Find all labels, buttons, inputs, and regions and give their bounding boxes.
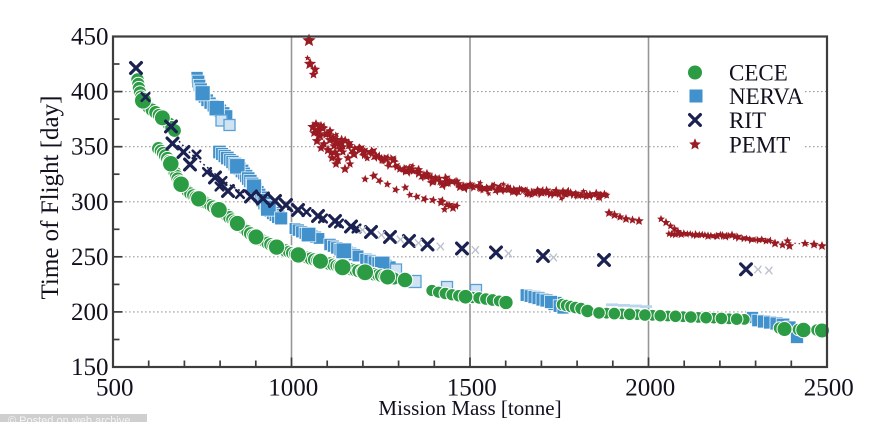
svg-text:RIT: RIT <box>729 108 766 133</box>
svg-text:CECE: CECE <box>729 61 788 86</box>
svg-text:450: 450 <box>71 24 109 51</box>
svg-text:250: 250 <box>71 244 109 271</box>
svg-text:400: 400 <box>71 79 109 106</box>
svg-text:1000: 1000 <box>268 375 318 402</box>
svg-text:PEMT: PEMT <box>729 133 790 158</box>
svg-text:Mission Mass [tonne]: Mission Mass [tonne] <box>378 396 561 420</box>
svg-text:© Posted on web archive: © Posted on web archive <box>8 415 130 422</box>
svg-text:Time of Flight [day]: Time of Flight [day] <box>37 96 64 300</box>
svg-text:1500: 1500 <box>447 375 497 402</box>
svg-text:150: 150 <box>71 354 109 381</box>
svg-text:500: 500 <box>96 375 134 402</box>
svg-text:350: 350 <box>71 134 109 161</box>
svg-text:300: 300 <box>71 189 109 216</box>
svg-text:2500: 2500 <box>804 375 854 402</box>
svg-text:200: 200 <box>71 299 109 326</box>
svg-text:2000: 2000 <box>625 375 675 402</box>
svg-text:NERVA: NERVA <box>729 84 804 109</box>
